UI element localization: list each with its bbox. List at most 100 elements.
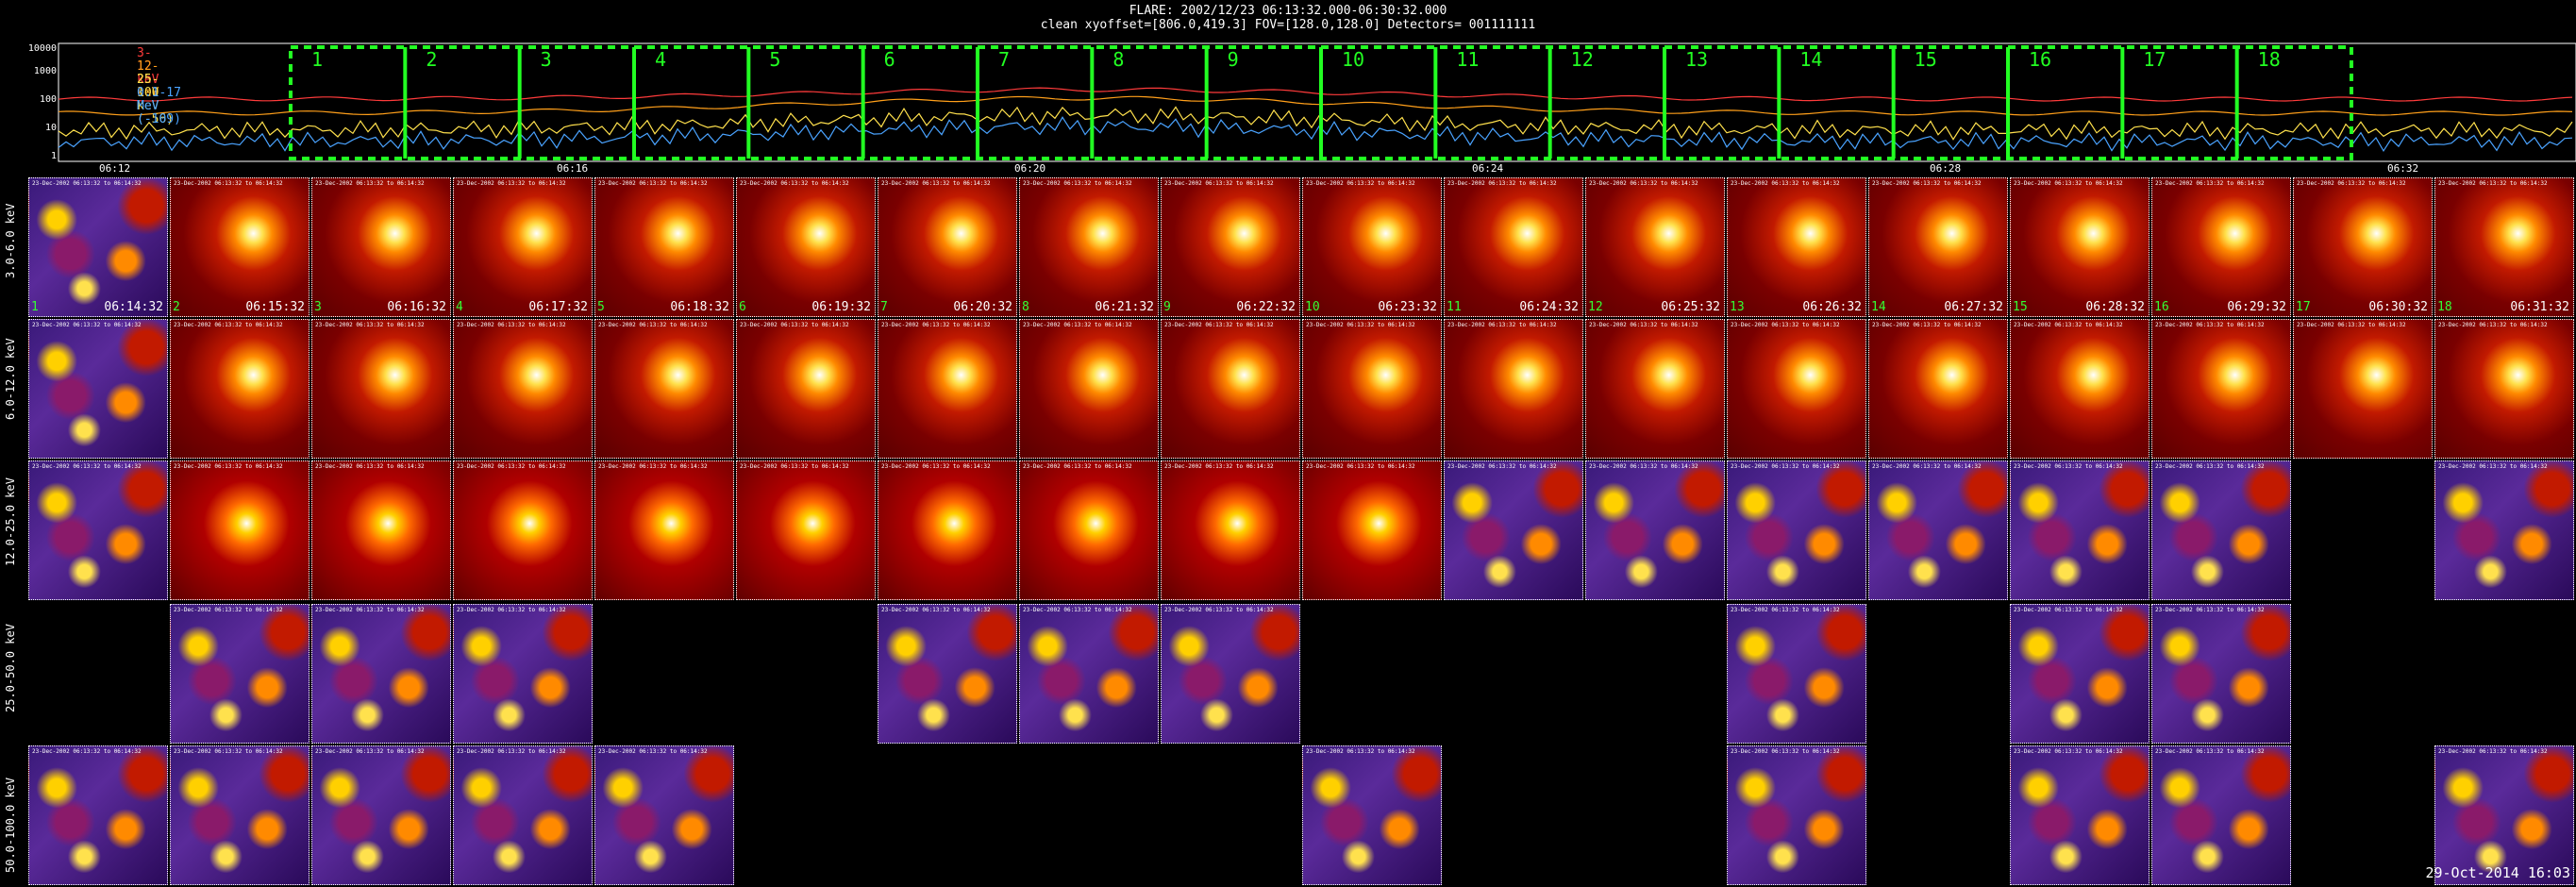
ytick-1000: 1000	[33, 66, 57, 76]
tile-header: 23-Dec-2002 06:13:32 to 06:14:32	[1447, 463, 1557, 470]
tile-header: 23-Dec-2002 06:13:32 to 06:14:32	[174, 463, 283, 470]
image-tile: 23-Dec-2002 06:13:32 to 06:14:32	[453, 319, 593, 459]
image-tile: 23-Dec-2002 06:13:32 to 06:14:32	[878, 319, 1017, 459]
tile-header: 23-Dec-2002 06:13:32 to 06:14:32	[457, 748, 566, 755]
image-tile: 23-Dec-2002 06:13:32 to 06:14:32	[1019, 460, 1159, 600]
tile-header: 23-Dec-2002 06:13:32 to 06:14:32	[1589, 463, 1698, 470]
image-tile: 23-Dec-2002 06:13:32 to 06:14:32	[453, 604, 593, 744]
image-tile: 23-Dec-2002 06:13:32 to 06:14:32	[28, 745, 168, 885]
interval-label: 13	[1685, 48, 1708, 71]
tile-header: 23-Dec-2002 06:13:32 to 06:14:32	[881, 180, 991, 187]
tile-header: 23-Dec-2002 06:13:32 to 06:14:32	[1164, 607, 1274, 613]
interval-label: 17	[2143, 48, 2166, 71]
tile-header: 23-Dec-2002 06:13:32 to 06:14:32	[1731, 607, 1840, 613]
interval-label: 7	[998, 48, 1010, 71]
image-tile: 23-Dec-2002 06:13:32 to 06:14:32	[2010, 745, 2149, 885]
tile-header: 23-Dec-2002 06:13:32 to 06:14:32	[2155, 607, 2265, 613]
tile-time: 06:30:32	[2368, 300, 2428, 314]
image-tile: 23-Dec-2002 06:13:32 to 06:14:32 06:31:32…	[2434, 177, 2574, 317]
interval-label: 8	[1112, 48, 1124, 71]
tile-header: 23-Dec-2002 06:13:32 to 06:14:32	[598, 180, 708, 187]
image-tile: 23-Dec-2002 06:13:32 to 06:14:32 06:25:32…	[1585, 177, 1725, 317]
image-tile: 23-Dec-2002 06:13:32 to 06:14:32	[1161, 604, 1300, 744]
tile-header: 23-Dec-2002 06:13:32 to 06:14:32	[457, 607, 566, 613]
image-tile: 23-Dec-2002 06:13:32 to 06:14:32 06:18:32…	[594, 177, 734, 317]
tile-header: 23-Dec-2002 06:13:32 to 06:14:32	[315, 322, 425, 328]
image-tile: 23-Dec-2002 06:13:32 to 06:14:32 06:26:32…	[1727, 177, 1866, 317]
interval-label: 9	[1228, 48, 1239, 71]
tile-header: 23-Dec-2002 06:13:32 to 06:14:32	[1447, 180, 1557, 187]
image-tile: 23-Dec-2002 06:13:32 to 06:14:32 06:22:32…	[1161, 177, 1300, 317]
band-3-6: 3.0-6.0 keV	[4, 203, 17, 278]
tile-index: 17	[2296, 300, 2311, 314]
image-tile: 23-Dec-2002 06:13:32 to 06:14:32	[736, 319, 876, 459]
interval-label: 14	[1799, 48, 1822, 71]
band-50-100: 50.0-100.0 keV	[4, 777, 17, 873]
legend-0.1-17: 0.1-17 MeV (-109)	[137, 86, 181, 126]
image-tile: 23-Dec-2002 06:13:32 to 06:14:32	[170, 745, 309, 885]
image-tile: 23-Dec-2002 06:13:32 to 06:14:32	[2293, 319, 2433, 459]
image-tile: 23-Dec-2002 06:13:32 to 06:14:32 06:24:32…	[1444, 177, 1583, 317]
image-tile: 23-Dec-2002 06:13:32 to 06:14:32	[453, 460, 593, 600]
legend-25-100: 25-100 keV (-56)	[137, 73, 175, 126]
interval-label: 6	[884, 48, 895, 71]
tile-header: 23-Dec-2002 06:13:32 to 06:14:32	[598, 748, 708, 755]
image-tile: 23-Dec-2002 06:13:32 to 06:14:32	[311, 319, 451, 459]
tile-index: 9	[1163, 300, 1171, 314]
tile-header: 23-Dec-2002 06:13:32 to 06:14:32	[174, 180, 283, 187]
image-tile: 23-Dec-2002 06:13:32 to 06:14:32	[1161, 460, 1300, 600]
tile-header: 23-Dec-2002 06:13:32 to 06:14:32	[1164, 322, 1274, 328]
time-06-16: 06:16	[557, 162, 589, 175]
tile-header: 23-Dec-2002 06:13:32 to 06:14:32	[32, 180, 142, 187]
image-tile: 23-Dec-2002 06:13:32 to 06:14:32	[1585, 460, 1725, 600]
tile-header: 23-Dec-2002 06:13:32 to 06:14:32	[881, 607, 991, 613]
time-06-12: 06:12	[99, 162, 131, 175]
tile-time: 06:25:32	[1661, 300, 1720, 314]
tile-header: 23-Dec-2002 06:13:32 to 06:14:32	[32, 748, 142, 755]
image-tile: 23-Dec-2002 06:13:32 to 06:14:32	[594, 319, 734, 459]
tile-time: 06:23:32	[1378, 300, 1437, 314]
image-tile: 23-Dec-2002 06:13:32 to 06:14:32	[28, 460, 168, 600]
interval-label: 3	[541, 48, 552, 71]
image-tile: 23-Dec-2002 06:13:32 to 06:14:32	[1727, 604, 1866, 744]
image-tile: 23-Dec-2002 06:13:32 to 06:14:32	[311, 604, 451, 744]
image-tile: 23-Dec-2002 06:13:32 to 06:14:32 06:19:32…	[736, 177, 876, 317]
tile-header: 23-Dec-2002 06:13:32 to 06:14:32	[174, 748, 283, 755]
tile-header: 23-Dec-2002 06:13:32 to 06:14:32	[2155, 463, 2265, 470]
lightcurve-trace	[58, 95, 2573, 116]
tile-header: 23-Dec-2002 06:13:32 to 06:14:32	[2438, 463, 2548, 470]
tile-header: 23-Dec-2002 06:13:32 to 06:14:32	[1731, 748, 1840, 755]
image-tile: 23-Dec-2002 06:13:32 to 06:14:32 06:15:32…	[170, 177, 309, 317]
tile-header: 23-Dec-2002 06:13:32 to 06:14:32	[315, 463, 425, 470]
band-6-12: 6.0-12.0 keV	[4, 338, 17, 420]
image-tile: 23-Dec-2002 06:13:32 to 06:14:32	[1444, 319, 1583, 459]
image-tile: 23-Dec-2002 06:13:32 to 06:14:32 06:29:32…	[2151, 177, 2291, 317]
tile-header: 23-Dec-2002 06:13:32 to 06:14:32	[1447, 322, 1557, 328]
tile-header: 23-Dec-2002 06:13:32 to 06:14:32	[315, 607, 425, 613]
image-tile: 23-Dec-2002 06:13:32 to 06:14:32	[2434, 460, 2574, 600]
ytick-100: 100	[39, 94, 57, 105]
tile-index: 7	[880, 300, 888, 314]
tile-time: 06:28:32	[2085, 300, 2145, 314]
tile-header: 23-Dec-2002 06:13:32 to 06:14:32	[1306, 748, 1415, 755]
tile-time: 06:19:32	[811, 300, 871, 314]
lightcurve-plot: 1 2 3 4 5 6 7 8 9 10 11 12 13 14 15 16 17 18	[58, 42, 2576, 162]
tile-header: 23-Dec-2002 06:13:32 to 06:14:32	[32, 463, 142, 470]
tile-header: 23-Dec-2002 06:13:32 to 06:14:32	[598, 322, 708, 328]
tile-index: 1	[31, 300, 39, 314]
tile-header: 23-Dec-2002 06:13:32 to 06:14:32	[1872, 463, 1982, 470]
tile-header: 23-Dec-2002 06:13:32 to 06:14:32	[2438, 180, 2548, 187]
image-tile: 23-Dec-2002 06:13:32 to 06:14:32 06:28:32…	[2010, 177, 2149, 317]
image-tile: 23-Dec-2002 06:13:32 to 06:14:32	[1868, 319, 2008, 459]
image-tile: 23-Dec-2002 06:13:32 to 06:14:32	[1302, 460, 1442, 600]
image-tile: 23-Dec-2002 06:13:32 to 06:14:32	[1727, 319, 1866, 459]
tile-time: 06:24:32	[1519, 300, 1579, 314]
tile-header: 23-Dec-2002 06:13:32 to 06:14:32	[1731, 322, 1840, 328]
interval-label: 12	[1571, 48, 1594, 71]
interval-label: 1	[311, 48, 323, 71]
tile-index: 18	[2437, 300, 2452, 314]
image-tile: 23-Dec-2002 06:13:32 to 06:14:32	[1727, 460, 1866, 600]
interval-label: 15	[1915, 48, 1937, 71]
lightcurve-trace	[58, 106, 2573, 141]
lightcurve-trace	[58, 116, 2573, 153]
